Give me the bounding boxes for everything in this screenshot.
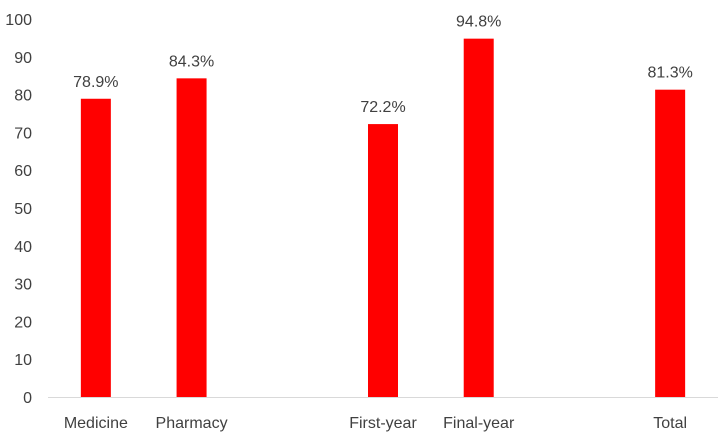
x-axis-labels: Medicine Pharmacy First-year Final-year Tota…: [64, 415, 687, 432]
y-tick-label: 10: [14, 352, 32, 369]
bars: [80, 38, 686, 398]
y-tick-label: 30: [14, 277, 32, 294]
y-tick-label: 50: [14, 201, 32, 218]
x-tick-label: Final-year: [443, 415, 515, 432]
bar-final-year: [463, 38, 494, 397]
y-tick-label: 90: [14, 50, 32, 67]
data-label: 72.2%: [360, 99, 405, 116]
x-tick-label: Pharmacy: [156, 415, 228, 432]
data-labels: 78.9% 84.3% 72.2% 94.8% 81.3%: [73, 14, 693, 116]
data-label: 94.8%: [456, 14, 501, 31]
x-tick-label: First-year: [349, 415, 417, 432]
data-label: 78.9%: [73, 74, 118, 91]
y-tick-label: 70: [14, 125, 32, 142]
data-label: 81.3%: [647, 65, 692, 82]
y-tick-label: 60: [14, 163, 32, 180]
bar-medicine: [80, 98, 111, 398]
data-label: 84.3%: [169, 53, 214, 70]
bar-total: [655, 89, 686, 397]
y-tick-label: 100: [5, 12, 32, 29]
y-axis-ticks: 0 10 20 30 40 50 60 70 80 90 100: [5, 12, 32, 407]
y-tick-label: 80: [14, 88, 32, 105]
y-tick-label: 40: [14, 239, 32, 256]
x-tick-label: Medicine: [64, 415, 128, 432]
bar-first-year: [368, 124, 398, 398]
bar-pharmacy: [176, 78, 207, 397]
x-tick-label: Total: [653, 415, 687, 432]
y-tick-label: 0: [23, 390, 32, 407]
y-tick-label: 20: [14, 314, 32, 331]
